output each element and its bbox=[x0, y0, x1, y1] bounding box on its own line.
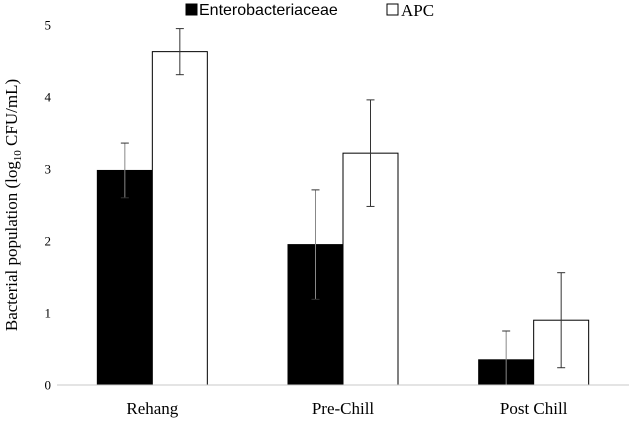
y-axis-label: Bacterial population (log10 CFU/mL) bbox=[2, 79, 24, 331]
x-category-label: Pre-Chill bbox=[312, 399, 375, 418]
bar-apc-rehang bbox=[151, 51, 208, 386]
bar-enterobacteriaceae-rehang bbox=[96, 169, 153, 386]
legend-swatch-enterobacteriaceae bbox=[185, 3, 198, 16]
legend: Enterobacteriaceae APC bbox=[185, 1, 434, 20]
y-tick-label: 2 bbox=[45, 234, 52, 249]
y-tick-label: 4 bbox=[45, 90, 52, 105]
bars bbox=[96, 51, 590, 386]
legend-swatch-apc bbox=[386, 3, 399, 16]
x-category-label: Rehang bbox=[126, 399, 178, 418]
category-labels: Rehang Pre-Chill Post Chill bbox=[126, 399, 567, 418]
y-axis-label-tail: CFU/mL) bbox=[2, 79, 21, 150]
legend-label-enterobacteriaceae: Enterobacteriaceae bbox=[199, 2, 338, 19]
y-tick-label: 3 bbox=[45, 162, 52, 177]
y-axis-label-subscript: 10 bbox=[12, 150, 24, 162]
legend-label-apc: APC bbox=[401, 1, 434, 20]
y-tick-labels: 0 1 2 3 4 5 bbox=[45, 18, 52, 393]
y-tick-label: 0 bbox=[45, 378, 52, 393]
x-category-label: Post Chill bbox=[500, 399, 568, 418]
y-axis-label-main: Bacterial population (log bbox=[2, 161, 21, 331]
y-tick-label: 1 bbox=[45, 306, 52, 321]
error-bars bbox=[120, 28, 566, 386]
y-tick-label: 5 bbox=[45, 18, 52, 33]
